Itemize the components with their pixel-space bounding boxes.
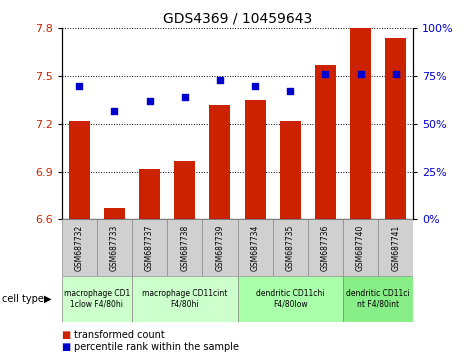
Point xyxy=(357,72,364,77)
Text: ■: ■ xyxy=(62,330,74,339)
Point xyxy=(216,77,224,83)
Bar xyxy=(308,219,343,276)
Bar xyxy=(238,276,343,322)
Point xyxy=(251,83,259,88)
Bar xyxy=(238,219,273,276)
Bar xyxy=(280,121,301,219)
Text: GSM687740: GSM687740 xyxy=(356,224,365,271)
Point xyxy=(146,98,153,104)
Title: GDS4369 / 10459643: GDS4369 / 10459643 xyxy=(163,12,312,26)
Bar xyxy=(62,276,132,322)
Bar xyxy=(167,219,202,276)
Text: GSM687736: GSM687736 xyxy=(321,224,330,271)
Point xyxy=(76,83,83,88)
Point xyxy=(392,72,399,77)
Text: macrophage CD11cint
F4/80hi: macrophage CD11cint F4/80hi xyxy=(142,290,228,309)
Text: GSM687734: GSM687734 xyxy=(251,224,259,271)
Text: GSM687738: GSM687738 xyxy=(180,225,189,271)
Text: cell type: cell type xyxy=(2,294,44,304)
Bar xyxy=(174,161,195,219)
Text: GSM687741: GSM687741 xyxy=(391,225,400,271)
Text: transformed count: transformed count xyxy=(74,330,164,339)
Bar xyxy=(209,105,230,219)
Bar xyxy=(245,100,266,219)
Bar xyxy=(139,169,160,219)
Point xyxy=(322,72,329,77)
Text: ■: ■ xyxy=(62,342,74,352)
Bar xyxy=(69,121,90,219)
Bar xyxy=(202,219,238,276)
Bar xyxy=(350,28,371,219)
Text: dendritic CD11chi
F4/80low: dendritic CD11chi F4/80low xyxy=(256,290,324,309)
Bar xyxy=(273,219,308,276)
Bar xyxy=(315,65,336,219)
Text: percentile rank within the sample: percentile rank within the sample xyxy=(74,342,238,352)
Text: GSM687739: GSM687739 xyxy=(216,224,224,271)
Bar xyxy=(378,219,413,276)
Bar xyxy=(62,219,97,276)
Bar xyxy=(132,276,238,322)
Bar xyxy=(343,276,413,322)
Point xyxy=(181,94,189,100)
Bar xyxy=(97,219,132,276)
Point xyxy=(111,108,118,113)
Bar xyxy=(385,38,406,219)
Text: dendritic CD11ci
nt F4/80int: dendritic CD11ci nt F4/80int xyxy=(346,290,410,309)
Bar xyxy=(104,208,125,219)
Bar xyxy=(132,219,167,276)
Text: GSM687737: GSM687737 xyxy=(145,224,154,271)
Text: GSM687733: GSM687733 xyxy=(110,224,119,271)
Text: ▶: ▶ xyxy=(44,294,51,304)
Bar xyxy=(343,219,378,276)
Text: GSM687732: GSM687732 xyxy=(75,225,84,271)
Point xyxy=(286,88,294,94)
Text: GSM687735: GSM687735 xyxy=(286,224,294,271)
Text: macrophage CD1
1clow F4/80hi: macrophage CD1 1clow F4/80hi xyxy=(64,290,130,309)
